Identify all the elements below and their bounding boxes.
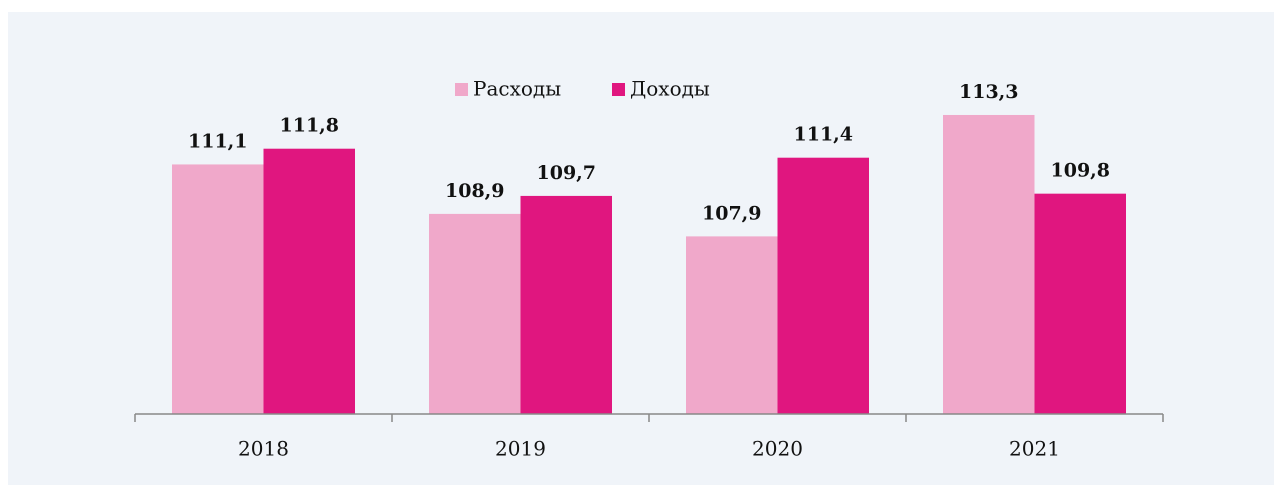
value-label: 108,9	[445, 180, 505, 202]
bar	[943, 114, 1035, 414]
bar	[429, 213, 521, 414]
value-label: 109,7	[537, 162, 597, 184]
bar	[1034, 193, 1126, 414]
value-label: 107,9	[702, 202, 762, 224]
legend-swatch	[612, 83, 625, 96]
legend-label: Доходы	[630, 77, 710, 101]
x-tick-label: 2020	[752, 437, 803, 461]
x-tick-label: 2019	[495, 437, 546, 461]
x-tick-label: 2021	[1009, 437, 1060, 461]
x-tick-label: 2018	[238, 437, 289, 461]
bar	[777, 157, 869, 415]
bar	[686, 236, 778, 414]
value-label: 113,3	[959, 81, 1019, 103]
bar	[520, 195, 612, 414]
bar	[263, 148, 355, 415]
value-label: 111,4	[794, 124, 854, 146]
value-label: 111,8	[280, 115, 340, 137]
value-label: 111,1	[188, 130, 248, 152]
legend-swatch	[455, 83, 468, 96]
legend-label: Расходы	[473, 77, 561, 101]
value-label: 109,8	[1051, 160, 1111, 182]
bar	[172, 164, 264, 414]
